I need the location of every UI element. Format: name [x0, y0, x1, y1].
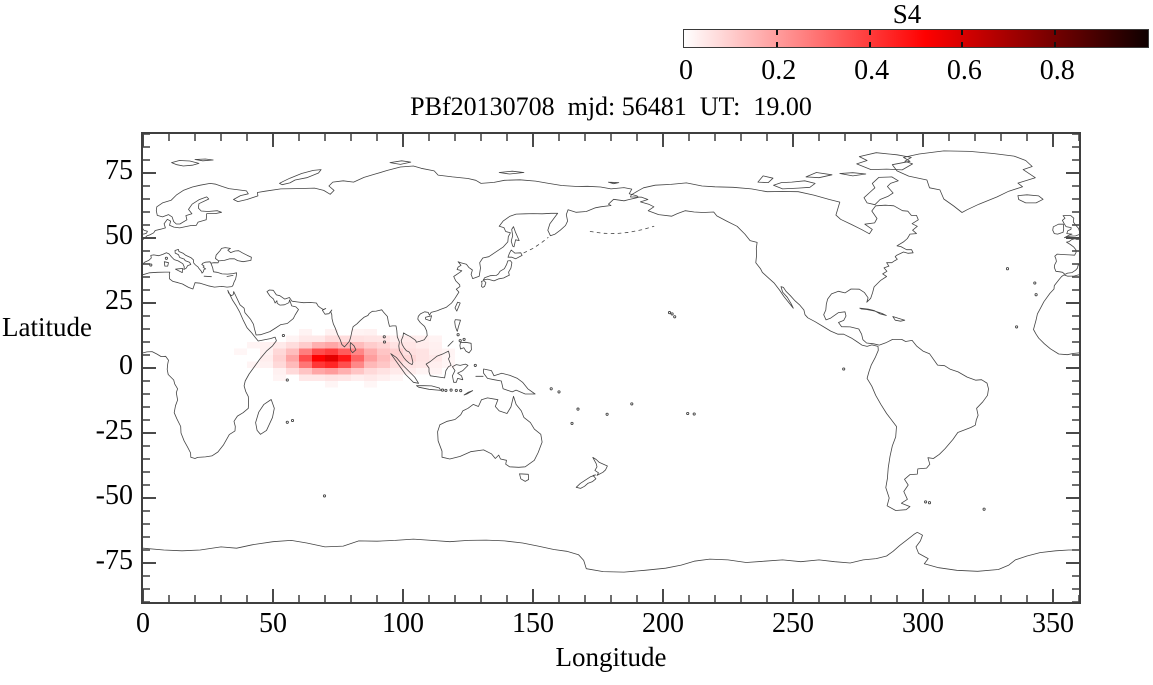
colorbar-title: S4 — [892, 0, 922, 29]
y-tick-label: 75 — [105, 155, 133, 186]
tick-marks — [143, 134, 1079, 602]
colorbar — [683, 29, 1149, 48]
x-tick-label: 250 — [772, 608, 814, 639]
coastline-layer — [143, 150, 1079, 573]
colorbar-tick-label: 0.2 — [761, 55, 797, 86]
plot-title: PBf20130708 mjd: 56481 UT: 19.00 — [410, 92, 812, 121]
colorbar-tick-mark — [1054, 30, 1057, 35]
s4-heatmap-layer — [234, 329, 455, 388]
y-tick-label: -50 — [95, 480, 133, 511]
x-tick-label: 0 — [136, 608, 150, 639]
map-plot-area — [141, 132, 1081, 604]
x-axis-label: Longitude — [555, 642, 667, 672]
y-tick-label: 25 — [105, 285, 133, 316]
y-tick-label: -75 — [95, 545, 133, 576]
world-map-svg — [143, 134, 1079, 602]
x-tick-label: 300 — [902, 608, 944, 639]
y-tick-label: 50 — [105, 220, 133, 251]
colorbar-tick-mark — [961, 30, 964, 35]
y-tick-label: -25 — [95, 415, 133, 446]
colorbar-tick-mark — [1054, 42, 1057, 47]
colorbar-tick-label: 0.8 — [1039, 55, 1075, 86]
colorbar-tick-mark — [868, 30, 871, 35]
colorbar-tick-label: 0.4 — [854, 55, 890, 86]
x-tick-label: 200 — [642, 608, 684, 639]
x-tick-label: 50 — [259, 608, 287, 639]
colorbar-tick-mark — [868, 42, 871, 47]
colorbar-tick-mark — [961, 42, 964, 47]
y-axis-label: Latitude — [2, 312, 92, 342]
colorbar-tick-mark — [775, 30, 778, 35]
colorbar-tick-labels: 0 0.2 0.4 0.6 0.8 — [0, 55, 1153, 89]
x-tick-label: 350 — [1032, 608, 1074, 639]
colorbar-tick-label: 0.6 — [946, 55, 982, 86]
colorbar-tick-mark — [775, 42, 778, 47]
colorbar-tick-label: 0 — [679, 55, 693, 86]
x-tick-label: 100 — [382, 608, 424, 639]
x-tick-label: 150 — [512, 608, 554, 639]
y-tick-label: 0 — [119, 350, 133, 381]
